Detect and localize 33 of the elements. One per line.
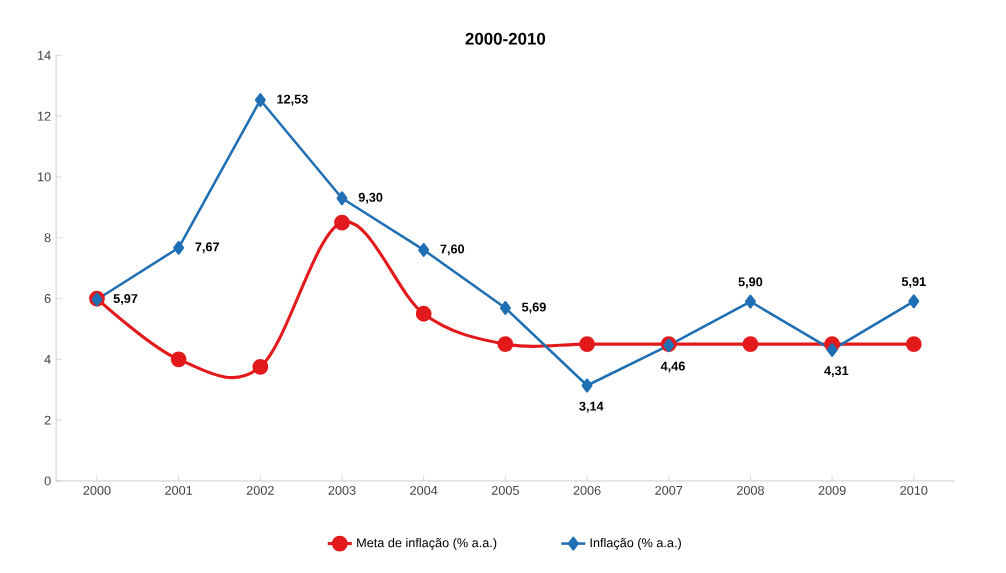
x-tick-label: 2000 bbox=[83, 485, 111, 495]
y-tick-label: 2 bbox=[44, 415, 51, 425]
x-tick-label: 2002 bbox=[246, 485, 274, 495]
legend-label: Inflação (% a.a.) bbox=[590, 537, 681, 550]
x-tick-label: 2008 bbox=[736, 485, 764, 495]
x-tick-label: 2004 bbox=[410, 485, 438, 495]
data-label: 5,69 bbox=[522, 302, 546, 314]
x-tick-label: 2001 bbox=[165, 485, 193, 495]
x-tick-label: 2009 bbox=[818, 485, 846, 495]
data-label: 3,14 bbox=[579, 401, 604, 413]
data-label: 9,30 bbox=[358, 192, 383, 204]
y-tick-label: 6 bbox=[44, 294, 51, 303]
y-tick-label: 8 bbox=[44, 233, 51, 243]
chart-title: 2000-2010 bbox=[465, 32, 546, 45]
y-tick-label: 10 bbox=[38, 172, 51, 182]
data-label: 7,67 bbox=[195, 242, 219, 254]
y-tick-label: 0 bbox=[44, 476, 51, 486]
data-label: 5,90 bbox=[738, 277, 763, 289]
legend-label: Meta de inflação (% a.a.) bbox=[357, 537, 497, 550]
x-tick-label: 2006 bbox=[573, 485, 601, 495]
data-label: 4,31 bbox=[824, 366, 849, 377]
data-label: 7,60 bbox=[440, 244, 465, 256]
y-tick-label: 12 bbox=[38, 111, 51, 121]
x-tick-label: 2003 bbox=[328, 485, 356, 495]
y-tick-label: 4 bbox=[44, 354, 51, 364]
data-label: 12,53 bbox=[277, 94, 308, 106]
x-tick-label: 2005 bbox=[491, 485, 519, 495]
data-label: 4,46 bbox=[660, 361, 685, 373]
data-label: 5,97 bbox=[113, 293, 138, 305]
x-tick-label: 2007 bbox=[655, 485, 683, 495]
x-tick-label: 2010 bbox=[900, 485, 928, 495]
data-label: 5,91 bbox=[901, 276, 926, 288]
y-tick-label: 14 bbox=[38, 50, 51, 60]
